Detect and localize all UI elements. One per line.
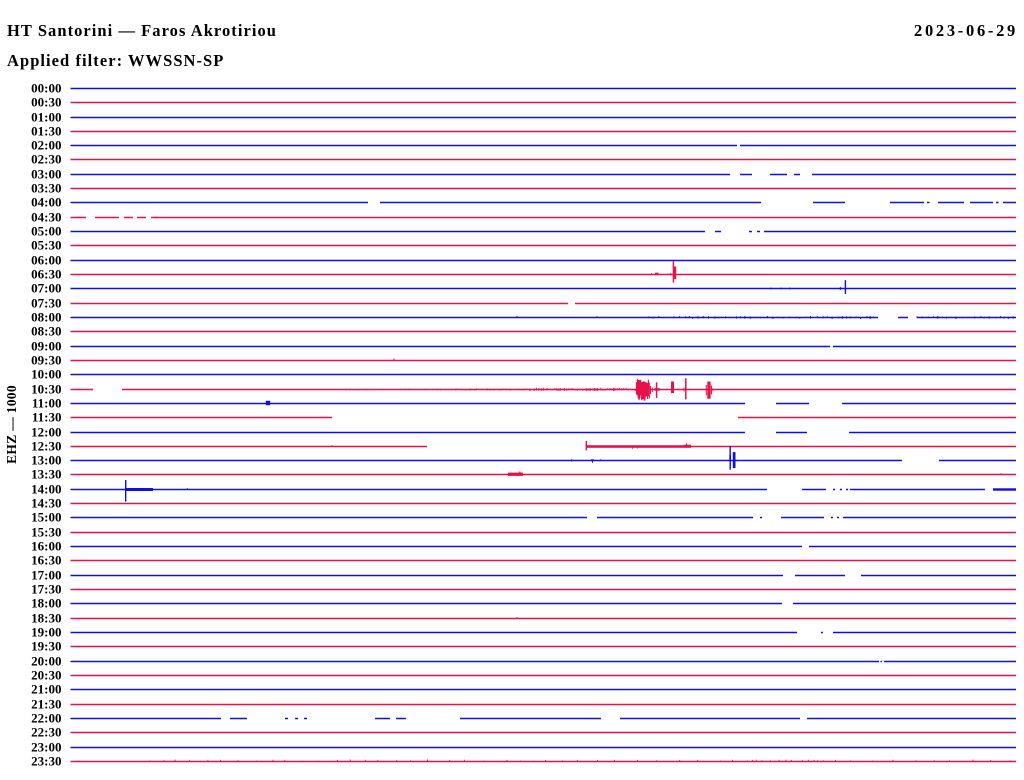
svg-text:02:00: 02:00 (31, 137, 61, 152)
svg-text:12:00: 12:00 (31, 424, 61, 439)
svg-text:09:00: 09:00 (31, 338, 61, 353)
svg-text:10:30: 10:30 (31, 381, 61, 396)
svg-text:03:30: 03:30 (31, 180, 61, 195)
svg-text:16:30: 16:30 (31, 552, 61, 567)
svg-text:19:30: 19:30 (31, 638, 61, 653)
svg-text:12:30: 12:30 (31, 438, 61, 453)
svg-text:05:30: 05:30 (31, 237, 61, 252)
svg-text:23:00: 23:00 (31, 739, 61, 754)
svg-text:07:00: 07:00 (31, 280, 61, 295)
svg-text:01:30: 01:30 (31, 123, 61, 138)
svg-text:14:00: 14:00 (31, 481, 61, 496)
svg-text:08:00: 08:00 (31, 309, 61, 324)
svg-text:21:00: 21:00 (31, 681, 61, 696)
svg-text:23:30: 23:30 (31, 753, 61, 768)
svg-text:16:00: 16:00 (31, 538, 61, 553)
svg-text:03:00: 03:00 (31, 166, 61, 181)
svg-text:15:00: 15:00 (31, 509, 61, 524)
svg-text:13:00: 13:00 (31, 452, 61, 467)
svg-text:19:00: 19:00 (31, 624, 61, 639)
svg-text:2023-06-29: 2023-06-29 (914, 21, 1018, 40)
svg-text:20:30: 20:30 (31, 667, 61, 682)
svg-text:06:30: 06:30 (31, 266, 61, 281)
svg-text:18:30: 18:30 (31, 610, 61, 625)
svg-text:21:30: 21:30 (31, 696, 61, 711)
svg-text:09:30: 09:30 (31, 352, 61, 367)
svg-text:04:30: 04:30 (31, 209, 61, 224)
svg-text:02:30: 02:30 (31, 151, 61, 166)
svg-text:17:00: 17:00 (31, 567, 61, 582)
svg-text:07:30: 07:30 (31, 295, 61, 310)
svg-text:00:00: 00:00 (31, 80, 61, 95)
svg-text:11:30: 11:30 (32, 409, 62, 424)
svg-text:10:00: 10:00 (31, 366, 61, 381)
svg-text:04:00: 04:00 (31, 194, 61, 209)
svg-text:14:30: 14:30 (31, 495, 61, 510)
svg-text:17:30: 17:30 (31, 581, 61, 596)
svg-text:08:30: 08:30 (31, 323, 61, 338)
svg-text:11:00: 11:00 (32, 395, 62, 410)
svg-text:HT Santorini — Faros Akrotirio: HT Santorini — Faros Akrotiriou (7, 21, 277, 40)
svg-text:06:00: 06:00 (31, 252, 61, 267)
svg-text:00:30: 00:30 (31, 94, 61, 109)
svg-text:22:00: 22:00 (31, 710, 61, 725)
svg-text:22:30: 22:30 (31, 724, 61, 739)
svg-text:20:00: 20:00 (31, 653, 61, 668)
svg-text:18:00: 18:00 (31, 595, 61, 610)
svg-text:01:00: 01:00 (31, 109, 61, 124)
svg-text:EHZ — 1000: EHZ — 1000 (4, 385, 19, 464)
svg-text:05:00: 05:00 (31, 223, 61, 238)
svg-text:Applied filter: WWSSN-SP: Applied filter: WWSSN-SP (7, 51, 224, 70)
svg-text:13:30: 13:30 (31, 466, 61, 481)
svg-text:15:30: 15:30 (31, 524, 61, 539)
